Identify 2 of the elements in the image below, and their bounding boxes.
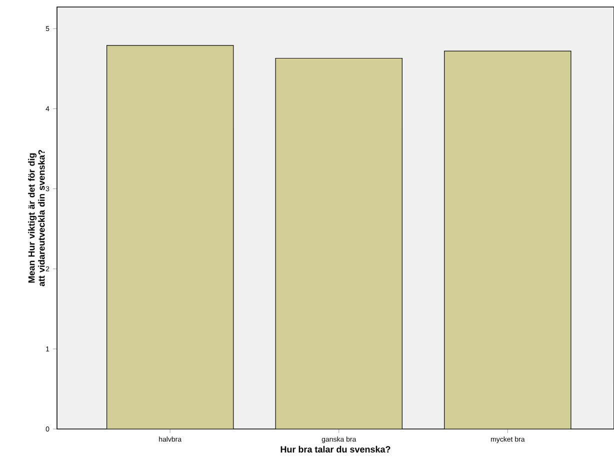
y-axis-title: Mean Hur viktigt är det för dig att vidareutveckla din svenska? [28, 150, 45, 286]
x-axis-title: Hur bra talar du svenska? [280, 446, 390, 453]
